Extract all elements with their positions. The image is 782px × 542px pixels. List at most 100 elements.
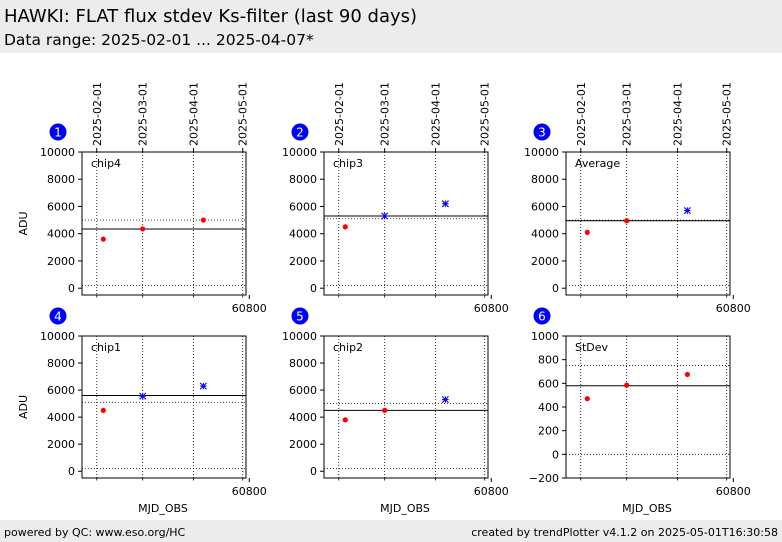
y-tick-label: 600 [538,377,559,390]
y-tick-label: 0 [552,448,559,461]
y-tick-label: 10000 [40,146,75,159]
footer-created-by: created by trendPlotter v4.1.2 on 2025-0… [471,526,778,539]
x-axis-label: MJD_OBS [138,502,188,515]
y-tick-label: 4000 [47,228,75,241]
top-date-label: 2025-05-01 [721,82,734,146]
x-axis-label: MJD_OBS [380,502,430,515]
y-tick-label: 8000 [531,173,559,186]
y-tick-label: 6000 [531,200,559,213]
data-point-out-of-range [199,382,207,390]
top-date-label: 2025-02-01 [333,82,346,146]
x-tick-label: 60800 [232,485,267,498]
panel-number: 6 [538,310,546,324]
y-tick-label: 6000 [289,200,317,213]
y-tick-label: 4000 [47,411,75,424]
y-tick-label: 10000 [282,330,317,343]
y-tick-label: 0 [552,282,559,295]
y-tick-label: 0 [310,282,317,295]
y-tick-label: 800 [538,354,559,367]
panel-label: chip1 [91,341,121,354]
y-tick-label: 1000 [531,330,559,343]
data-point-out-of-range [381,212,389,220]
y-tick-label: 0 [310,465,317,478]
marker-stroke [381,212,389,220]
panel-number: 5 [296,310,304,324]
panel-number-badge [533,123,551,141]
y-tick-label: 6000 [289,384,317,397]
panel-number-badge [49,307,67,325]
data-point [100,407,106,413]
y-tick-label: 8000 [47,357,75,370]
x-tick-label: 60800 [474,485,509,498]
data-point [584,396,590,402]
data-point-out-of-range [683,206,691,215]
data-point-out-of-range [441,200,449,208]
top-date-label: 2025-02-01 [575,82,588,146]
panel-number-badge [291,307,309,325]
header: HAWKI: FLAT flux stdev Ks-filter (last 9… [0,0,782,53]
panel-label: chip3 [333,157,363,170]
panel-number: 3 [538,126,546,140]
data-point-out-of-range [139,392,147,400]
top-date-label: 2025-03-01 [621,82,634,146]
data-point [624,382,630,388]
data-point [200,217,206,223]
y-tick-label: 2000 [289,255,317,268]
panel-number-badge [533,307,551,325]
y-tick-label: 6000 [47,200,75,213]
plot-frame-5 [323,335,489,479]
panel-number-badge [49,123,67,141]
data-point-out-of-range [441,395,449,404]
data-point [140,226,146,232]
panel-number: 4 [54,310,62,324]
top-date-label: 2025-02-01 [91,82,104,146]
plot-frame-3 [565,151,731,296]
panel-number-badge [291,123,309,141]
panel-number: 2 [296,126,304,140]
y-tick-label: 8000 [289,357,317,370]
top-date-label: 2025-03-01 [379,82,392,146]
marker-stroke [199,382,207,390]
y-tick-label: 4000 [531,228,559,241]
panel-number: 1 [54,126,62,140]
data-point [382,407,388,413]
top-date-label: 2025-04-01 [188,82,201,146]
data-point [624,218,630,224]
data-range-subtitle: Data range: 2025-02-01 ... 2025-04-07* [4,31,314,49]
y-tick-label: 10000 [524,146,559,159]
y-tick-label: 400 [538,401,559,414]
panel-label: chip4 [91,157,121,170]
plot-frame-4 [81,335,247,479]
y-tick-label: 4000 [289,228,317,241]
y-tick-label: 4000 [289,411,317,424]
x-tick-label: 60800 [474,302,509,315]
y-tick-label: 0 [68,465,75,478]
y-tick-label: 10000 [282,146,317,159]
y-tick-label: 8000 [47,173,75,186]
y-tick-label: 10000 [40,330,75,343]
footer-credit: powered by QC: www.eso.org/HC [4,526,186,539]
y-tick-label: 2000 [47,255,75,268]
top-date-label: 2025-05-01 [479,82,492,146]
footer: powered by QC: www.eso.org/HC created by… [0,520,782,542]
marker-stroke [441,200,449,208]
marker-stroke [683,206,691,215]
top-date-label: 2025-04-01 [430,82,443,146]
top-date-label: 2025-05-01 [237,82,250,146]
data-point [100,236,106,242]
data-point [584,229,590,235]
y-tick-label: 6000 [47,384,75,397]
x-tick-label: 60800 [232,302,267,315]
y-tick-label: 8000 [289,173,317,186]
y-tick-label: 2000 [47,438,75,451]
y-tick-label: 200 [538,425,559,438]
y-tick-label: 0 [68,282,75,295]
marker-stroke [441,395,449,404]
y-axis-label: ADU [17,211,30,235]
y-tick-label: −200 [529,472,559,485]
y-tick-label: 2000 [531,255,559,268]
top-date-label: 2025-04-01 [672,82,685,146]
x-tick-label: 60800 [716,302,751,315]
data-point [684,371,690,378]
